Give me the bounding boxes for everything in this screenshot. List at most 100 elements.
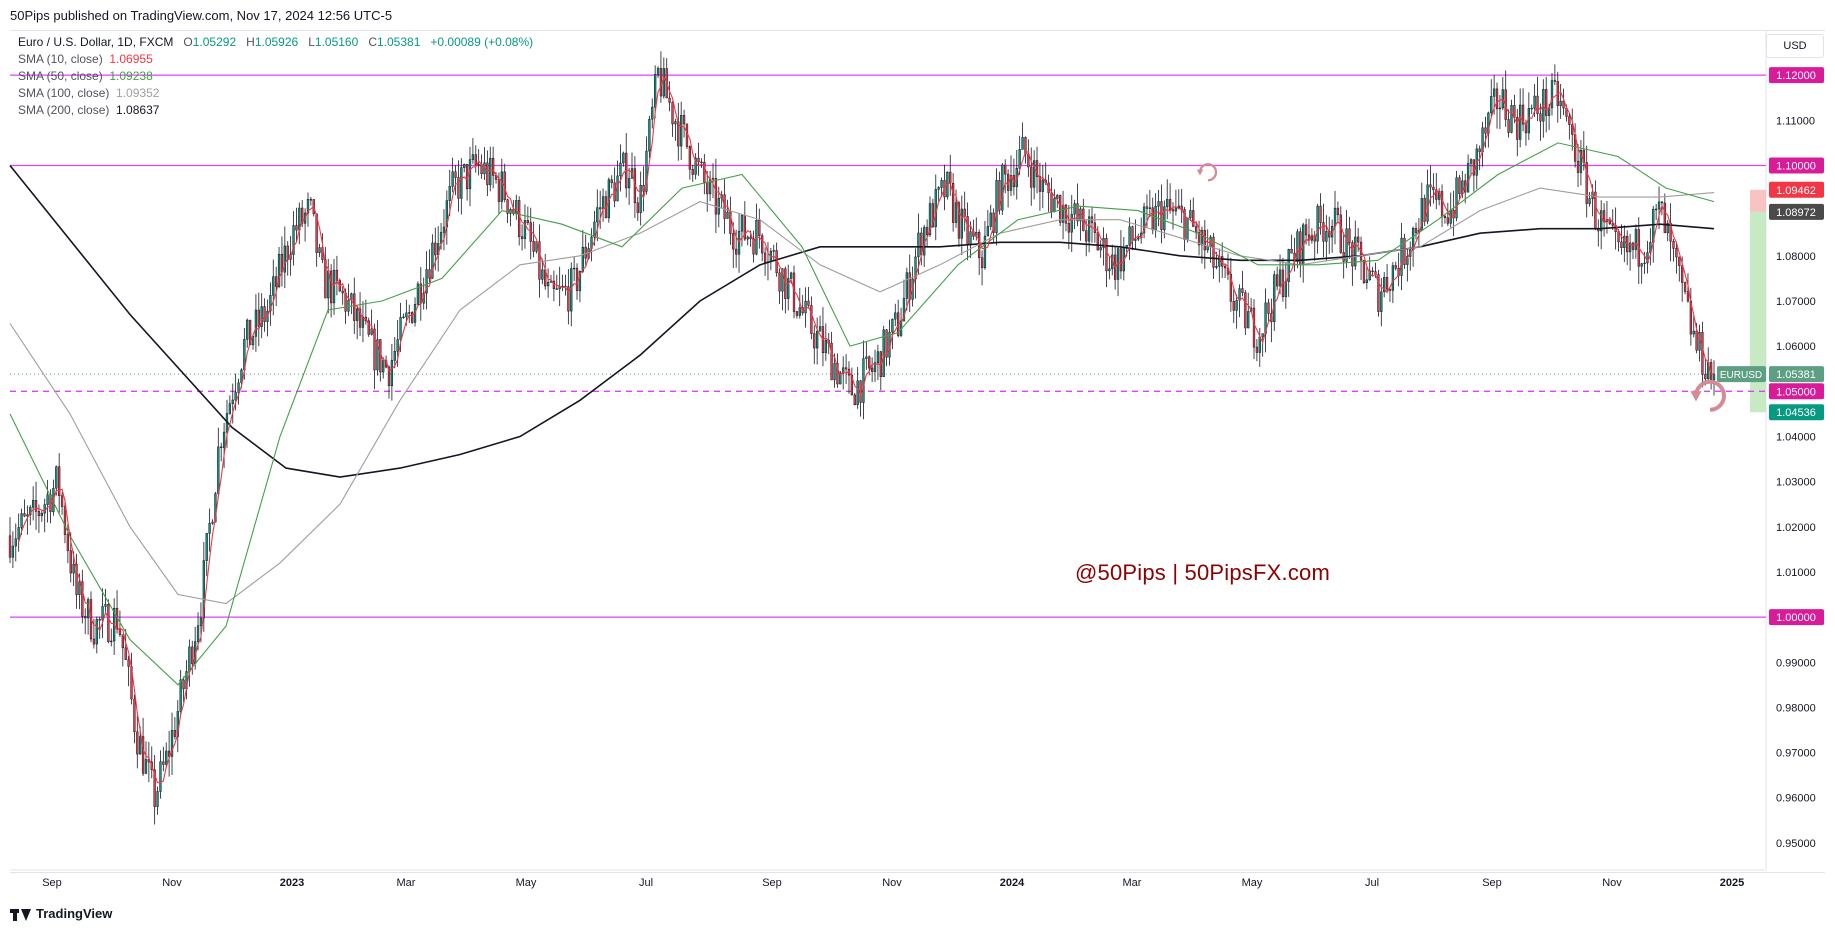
candle-body[interactable] [532,241,535,252]
candle-body[interactable] [1530,107,1533,110]
candle-body[interactable] [1455,177,1458,219]
candle-body[interactable] [1001,164,1004,211]
candle-body[interactable] [188,646,191,672]
candle-body[interactable] [34,499,38,512]
candle-body[interactable] [240,369,243,384]
candle-body[interactable] [457,177,460,199]
candle-body[interactable] [523,220,527,239]
candle-body[interactable] [1059,195,1062,223]
candle-body[interactable] [868,356,871,369]
symbol-name[interactable]: Euro / U.S. Dollar, 1D, FXCM [18,35,174,49]
candle-body[interactable] [1195,226,1198,233]
candle-body[interactable] [1099,247,1102,251]
candle-body[interactable] [1675,248,1678,258]
candle-body[interactable] [1278,269,1282,287]
candle-body[interactable] [399,317,402,340]
candle-body[interactable] [862,358,865,403]
candle-body[interactable] [1495,88,1499,110]
candle-body[interactable] [260,306,263,327]
candle-body[interactable] [870,367,874,372]
candle-body[interactable] [1446,217,1449,224]
candle-body[interactable] [1631,242,1635,250]
candle-body[interactable] [471,154,475,160]
candle-body[interactable] [1553,80,1557,82]
candle-body[interactable] [596,207,599,223]
candle-body[interactable] [269,295,272,312]
candle-body[interactable] [1440,191,1444,217]
candle-body[interactable] [1241,288,1244,293]
candle-body[interactable] [1128,226,1131,246]
candle-body[interactable] [196,625,200,642]
candle-body[interactable] [1406,256,1409,265]
candle-body[interactable] [1403,237,1406,265]
candle-body[interactable] [1041,179,1044,192]
candle-body[interactable] [1701,332,1704,375]
candle-body[interactable] [648,118,651,152]
candle-body[interactable] [1166,199,1169,208]
candle-body[interactable] [711,178,715,180]
candle-body[interactable] [14,538,17,547]
candle-body[interactable] [940,180,943,188]
candle-body[interactable] [127,659,130,667]
candle-body[interactable] [182,679,185,690]
candle-body[interactable] [654,74,657,108]
candle-body[interactable] [1345,228,1348,262]
candle-body[interactable] [1215,265,1218,268]
candle-body[interactable] [428,269,431,279]
candle-body[interactable] [75,563,78,596]
candle-body[interactable] [408,312,411,314]
candle-body[interactable] [63,506,67,535]
candle-body[interactable] [1348,228,1351,243]
candle-body[interactable] [367,320,370,335]
candle-body[interactable] [1304,224,1308,236]
position-reward-zone[interactable] [1750,211,1766,413]
candle-body[interactable] [842,367,845,374]
candle-body[interactable] [761,235,764,254]
candle-body[interactable] [1108,268,1111,272]
candle-body[interactable] [179,679,182,712]
candle-body[interactable] [361,316,365,328]
candle-body[interactable] [309,199,313,201]
position-risk-zone[interactable] [1750,189,1766,212]
candle-body[interactable] [1148,207,1152,209]
candle-body[interactable] [778,272,781,292]
candle-body[interactable] [11,545,15,558]
candle-body[interactable] [925,227,929,235]
sma-10-row[interactable]: SMA (10, close) 1.06955 [18,52,153,66]
candle-body[interactable] [141,736,145,774]
candle-body[interactable] [1333,207,1337,227]
candle-body[interactable] [1640,263,1643,267]
candle-body[interactable] [136,731,139,755]
candle-body[interactable] [816,330,819,349]
candle-body[interactable] [740,215,744,232]
candle-body[interactable] [1516,117,1519,140]
candle-body[interactable] [144,759,148,774]
candle-body[interactable] [1021,137,1024,150]
candle-body[interactable] [813,333,816,349]
candle-body[interactable] [1168,199,1172,210]
candle-body[interactable] [329,270,333,304]
candle-body[interactable] [1490,96,1493,114]
candle-body[interactable] [1030,166,1033,188]
candle-body[interactable] [1568,116,1571,125]
candle-body[interactable] [332,269,336,304]
candle-body[interactable] [674,121,677,125]
candle-body[interactable] [1177,205,1180,209]
candle-body[interactable] [69,550,72,574]
candle-body[interactable] [735,248,738,255]
candle-body[interactable] [627,178,631,189]
candle-body[interactable] [1273,274,1276,323]
candle-body[interactable] [23,513,26,517]
candle-body[interactable] [700,161,703,164]
candle-body[interactable] [810,305,813,334]
candle-body[interactable] [882,329,885,377]
candle-body[interactable] [500,171,503,202]
candle-body[interactable] [1174,207,1178,212]
candle-body[interactable] [853,394,856,405]
candle-body[interactable] [153,769,156,807]
candle-body[interactable] [1423,198,1426,222]
candle-body[interactable] [891,318,894,333]
candle-body[interactable] [986,226,989,237]
candle-body[interactable] [121,634,124,649]
candle-body[interactable] [960,208,963,239]
